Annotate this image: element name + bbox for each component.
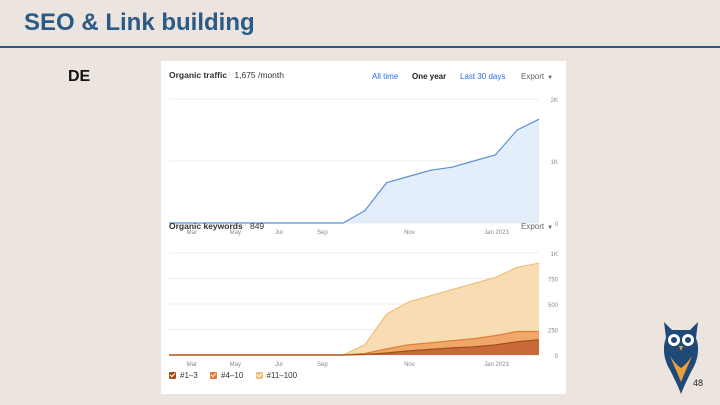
legend-label: #11–100 [266, 371, 298, 380]
legend-label: #4–10 [221, 371, 244, 380]
region-label: DE [68, 68, 91, 85]
title-divider [0, 46, 720, 48]
checkbox-icon[interactable] [210, 372, 218, 379]
traffic-label: Organic traffic [169, 70, 228, 80]
legend-item-1-3[interactable]: #1–3 [169, 371, 198, 380]
info-icon[interactable]: ⁱ [229, 73, 231, 80]
slide-title: SEO & Link building [24, 9, 255, 36]
keywords-chart: 1K 750 500 250 0 Mar May Jul Sep Nov Jan 2023 [169, 252, 559, 368]
page-number: 48 [692, 378, 703, 388]
series-line [169, 118, 540, 224]
x-tick-label: May [230, 230, 241, 236]
keywords-label: Organic keywords [169, 221, 243, 231]
keywords-legend: #1–3 #4–10 #11–100 [169, 371, 307, 381]
y-tick-label: 1K [551, 252, 558, 258]
x-tick-label: Nov [404, 362, 415, 368]
keywords-export-button[interactable]: Export ▼ [521, 222, 553, 231]
keywords-value: 849 [249, 221, 265, 231]
owl-logo-icon [663, 322, 699, 394]
x-tick-label: Jan 2023 [484, 230, 509, 236]
traffic-header: Organic traffic ⁱ 1,675 /month [169, 70, 284, 80]
chevron-down-icon: ▼ [547, 225, 554, 231]
range-last-30-days[interactable]: Last 30 days [460, 72, 506, 81]
y-tick-label: 500 [548, 303, 559, 309]
chevron-down-icon: ▼ [547, 75, 554, 81]
checkbox-icon[interactable] [169, 372, 176, 379]
range-all-time[interactable]: All time [372, 72, 399, 81]
x-tick-label: Sep [317, 230, 328, 236]
x-tick-label: Sep [317, 362, 328, 368]
keywords-export-label: Export [521, 222, 545, 231]
traffic-chart: 2K 1K 0 Mar May Jul Sep Nov Jan 2023 [169, 98, 559, 236]
keywords-header: Organic keywords ⁱ 849 [169, 221, 264, 231]
y-tick-label: 2K [551, 98, 558, 104]
x-tick-label: Jan 2023 [484, 362, 509, 368]
x-tick-label: Mar [187, 230, 197, 236]
series-line [169, 339, 540, 356]
range-one-year[interactable]: One year [412, 72, 447, 81]
traffic-export-label: Export [521, 72, 545, 81]
x-tick-label: May [230, 362, 241, 368]
info-icon[interactable]: ⁱ [244, 224, 246, 231]
legend-label: #1–3 [180, 371, 198, 380]
legend-item-4-10[interactable]: #4–10 [210, 371, 243, 380]
x-tick-label: Jul [275, 230, 283, 236]
traffic-value: 1,675 /month [234, 70, 284, 80]
checkbox-icon[interactable] [255, 372, 263, 379]
series-area [169, 119, 539, 223]
traffic-export-button[interactable]: Export ▼ [521, 72, 553, 81]
x-tick-label: Mar [187, 362, 197, 368]
y-tick-label: 250 [548, 329, 559, 335]
y-tick-label: 1K [551, 160, 558, 166]
x-tick-label: Nov [404, 230, 415, 236]
legend-item-11-100[interactable]: #11–100 [255, 371, 298, 380]
y-tick-label: 750 [548, 278, 559, 284]
series-area [169, 339, 539, 355]
y-tick-label: 0 [555, 222, 559, 228]
x-tick-label: Jul [275, 362, 283, 368]
series-area [169, 263, 539, 355]
y-tick-label: 0 [555, 354, 559, 360]
seo-dashboard-panel: Organic traffic ⁱ 1,675 /month All time On… [161, 61, 566, 394]
